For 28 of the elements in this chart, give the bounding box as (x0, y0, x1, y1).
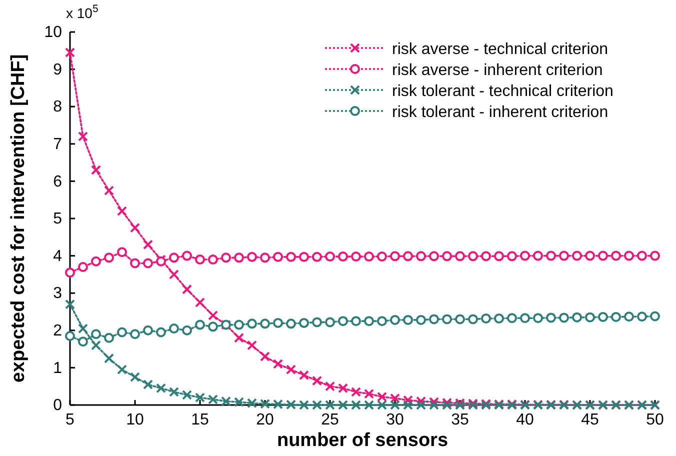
x-tick-label: 5 (66, 411, 75, 428)
y-tick-label: 8 (53, 98, 62, 116)
legend-label: risk tolerant - technical criterion (392, 83, 614, 100)
y-tick-label: 4 (53, 248, 62, 265)
legend-label: risk averse - inherent criterion (392, 62, 603, 79)
x-tick-label: 45 (581, 411, 599, 428)
x-tick-label: 15 (191, 411, 209, 428)
x-tick-label: 10 (126, 411, 144, 428)
y-axis-title: expected cost for intervention [CHF] (8, 54, 29, 383)
x-tick-label: 30 (386, 411, 404, 428)
y-tick-label: 1 (53, 360, 62, 377)
y-tick-label: 2 (53, 322, 62, 340)
x-tick-label: 20 (256, 411, 274, 428)
y-tick-label: 6 (53, 173, 62, 190)
x-axis-title: number of sensors (276, 430, 448, 451)
y-tick-label: 7 (53, 136, 62, 154)
legend-label: risk tolerant - inherent criterion (392, 104, 608, 121)
y-tick-label: 10 (44, 24, 62, 42)
x-tick-label: 40 (516, 411, 534, 428)
y-tick-label: 9 (53, 61, 62, 78)
x-tick-label: 25 (321, 411, 339, 428)
y-tick-label: 0 (53, 397, 62, 414)
x-tick-label: 50 (646, 411, 664, 428)
legend-label: risk averse - technical criterion (392, 41, 608, 58)
y-tick-label: 5 (53, 210, 62, 228)
text: x 10$^{5}$ (66, 3, 98, 21)
y-tick-label: 3 (53, 285, 62, 302)
x-tick-label: 35 (451, 411, 469, 428)
